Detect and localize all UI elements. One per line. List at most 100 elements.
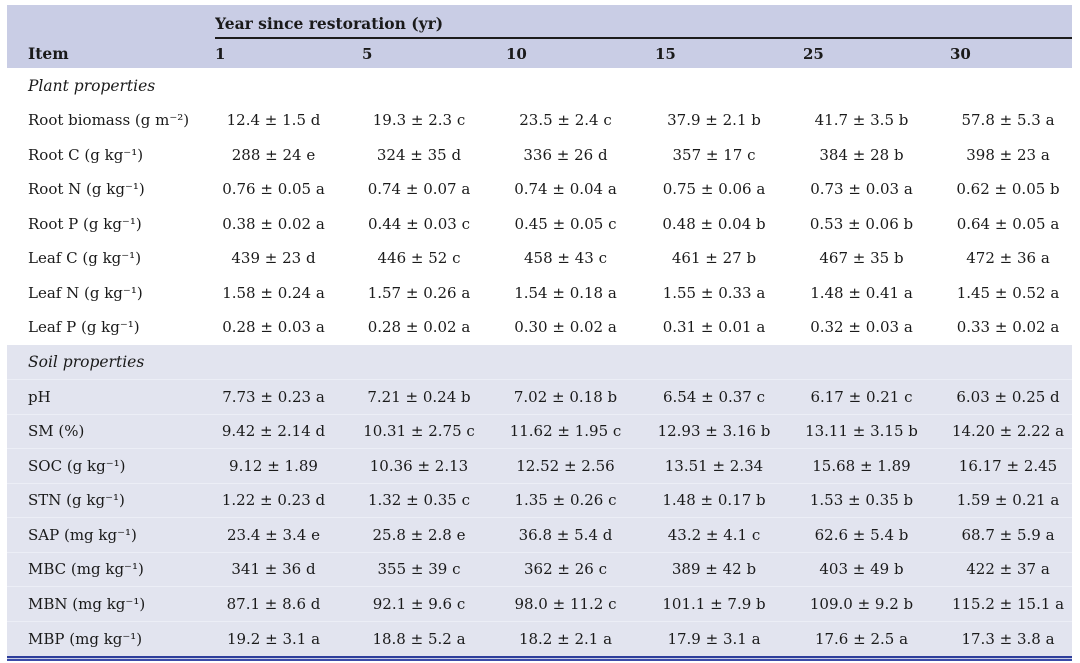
value-cell: 98.0 ± 11.2 c <box>506 586 655 621</box>
bottom-rule-line <box>7 658 1072 661</box>
value-cell: 0.75 ± 0.06 a <box>662 180 766 199</box>
year-column-header: 30 <box>950 38 1073 68</box>
value-cell: 341 ± 36 d <box>215 551 362 587</box>
value-cell: 23.5 ± 2.4 c <box>519 111 612 130</box>
value-cell: 1.48 ± 0.17 b <box>655 482 803 518</box>
value-cell: 14.20 ± 2.22 a <box>950 413 1073 449</box>
table-row: Root biomass (g m⁻²) 12.4 ± 1.5 d 19.3 ±… <box>7 103 1072 138</box>
value-cell: 422 ± 37 a <box>950 551 1073 587</box>
year-column-header: 25 <box>803 38 950 68</box>
value-cell: 10.31 ± 2.75 c <box>362 413 506 449</box>
row-label: Root biomass (g m⁻²) <box>28 111 190 130</box>
table-row: MBP (mg kg⁻¹) 19.2 ± 3.1 a 18.8 ± 5.2 a … <box>7 620 1073 656</box>
value-cell: 13.51 ± 2.34 <box>655 448 803 483</box>
bottom-double-rule <box>7 655 1072 661</box>
value-cell: 6.17 ± 0.21 c <box>803 379 950 414</box>
value-cell: 0.32 ± 0.03 a <box>810 318 913 337</box>
value-cell: 7.21 ± 0.24 b <box>362 379 506 414</box>
value-cell: 384 ± 28 b <box>819 145 904 164</box>
table-row: pH 7.73 ± 0.23 a 7.21 ± 0.24 b 7.02 ± 0.… <box>7 379 1073 414</box>
value-cell: 17.3 ± 3.8 a <box>950 620 1073 656</box>
section-title-row: Soil properties <box>7 344 1073 380</box>
value-cell: 0.74 ± 0.04 a <box>514 180 617 199</box>
value-cell: 17.9 ± 3.1 a <box>655 620 803 656</box>
bottom-rule-gap <box>7 657 1072 659</box>
year-column-header: 5 <box>362 38 506 68</box>
table-row: MBN (mg kg⁻¹) 87.1 ± 8.6 d 92.1 ± 9.6 c … <box>7 586 1073 621</box>
value-cell: 461 ± 27 b <box>671 249 757 268</box>
value-cell: 13.11 ± 3.15 b <box>803 413 950 449</box>
value-cell: 439 ± 23 d <box>231 249 316 268</box>
value-cell: 0.31 ± 0.01 a <box>662 318 766 337</box>
value-cell: 0.76 ± 0.05 a <box>222 180 325 199</box>
bottom-rule-line <box>7 655 1072 658</box>
value-cell: 12.93 ± 3.16 b <box>655 413 803 449</box>
value-cell: 355 ± 39 c <box>362 551 506 587</box>
year-column-header: 10 <box>506 38 655 68</box>
section-title-row: Plant properties <box>7 68 1072 103</box>
value-cell: 0.74 ± 0.07 a <box>367 180 471 199</box>
value-cell: 109.0 ± 9.2 b <box>803 586 950 621</box>
value-cell: 0.28 ± 0.02 a <box>367 318 471 337</box>
row-label: Leaf C (g kg⁻¹) <box>28 249 142 268</box>
value-cell: 25.8 ± 2.8 e <box>362 517 506 552</box>
value-cell: 19.3 ± 2.3 c <box>372 111 466 130</box>
row-label: pH <box>7 379 215 414</box>
value-cell: 1.45 ± 0.52 a <box>956 283 1060 302</box>
row-label: Leaf N (g kg⁻¹) <box>28 283 143 302</box>
value-cell: 398 ± 23 a <box>966 145 1050 164</box>
row-label: Root P (g kg⁻¹) <box>28 214 142 233</box>
value-cell: 389 ± 42 b <box>655 551 803 587</box>
value-cell: 288 ± 24 e <box>231 145 316 164</box>
value-cell: 1.54 ± 0.18 a <box>514 283 617 302</box>
value-cell: 0.28 ± 0.03 a <box>222 318 325 337</box>
value-cell: 1.58 ± 0.24 a <box>222 283 325 302</box>
value-cell: 23.4 ± 3.4 e <box>215 517 362 552</box>
table-row: Leaf C (g kg⁻¹) 439 ± 23 d 446 ± 52 c 45… <box>7 241 1072 276</box>
table-row: SM (%) 9.42 ± 2.14 d 10.31 ± 2.75 c 11.6… <box>7 413 1073 449</box>
year-column-header: 1 <box>215 38 362 68</box>
value-cell: 17.6 ± 2.5 a <box>803 620 950 656</box>
row-label: Leaf P (g kg⁻¹) <box>28 318 140 337</box>
value-cell: 6.54 ± 0.37 c <box>655 379 803 414</box>
value-cell: 324 ± 35 d <box>376 145 462 164</box>
header-empty-cell <box>7 5 215 38</box>
value-cell: 0.64 ± 0.05 a <box>956 214 1060 233</box>
value-cell: 92.1 ± 9.6 c <box>362 586 506 621</box>
value-cell: 1.55 ± 0.33 a <box>662 283 766 302</box>
value-cell: 336 ± 26 d <box>523 145 608 164</box>
value-cell: 101.1 ± 7.9 b <box>655 586 803 621</box>
value-cell: 0.45 ± 0.05 c <box>514 214 617 233</box>
row-label: SAP (mg kg⁻¹) <box>7 517 215 552</box>
value-cell: 0.38 ± 0.02 a <box>222 214 325 233</box>
value-cell: 18.2 ± 2.1 a <box>506 620 655 656</box>
value-cell: 15.68 ± 1.89 <box>803 448 950 483</box>
header-group-row: Year since restoration (yr) <box>7 5 1073 39</box>
value-cell: 0.62 ± 0.05 b <box>956 180 1060 199</box>
row-label: MBP (mg kg⁻¹) <box>7 620 215 656</box>
value-cell: 1.32 ± 0.35 c <box>362 482 506 518</box>
row-label: Root N (g kg⁻¹) <box>28 180 145 199</box>
value-cell: 362 ± 26 c <box>506 551 655 587</box>
year-column-header: 15 <box>655 38 803 68</box>
value-cell: 1.22 ± 0.23 d <box>215 482 362 518</box>
value-cell: 6.03 ± 0.25 d <box>950 379 1073 414</box>
row-label: SOC (g kg⁻¹) <box>7 448 215 483</box>
year-group-header: Year since restoration (yr) <box>215 5 1073 39</box>
row-label: SM (%) <box>7 413 215 449</box>
table-row: MBC (mg kg⁻¹) 341 ± 36 d 355 ± 39 c 362 … <box>7 551 1073 587</box>
row-label: MBC (mg kg⁻¹) <box>7 551 215 587</box>
value-cell: 16.17 ± 2.45 <box>950 448 1073 483</box>
value-cell: 68.7 ± 5.9 a <box>950 517 1073 552</box>
table-row: SOC (g kg⁻¹) 9.12 ± 1.89 10.36 ± 2.13 12… <box>7 448 1073 483</box>
properties-table: Year since restoration (yr) Item 1 5 10 … <box>7 5 1073 656</box>
value-cell: 9.42 ± 2.14 d <box>215 413 362 449</box>
value-cell: 403 ± 49 b <box>803 551 950 587</box>
header-columns-row: Item 1 5 10 15 25 30 <box>7 38 1073 68</box>
value-cell: 1.35 ± 0.26 c <box>506 482 655 518</box>
value-cell: 7.73 ± 0.23 a <box>215 379 362 414</box>
value-cell: 0.30 ± 0.02 a <box>514 318 617 337</box>
value-cell: 0.53 ± 0.06 b <box>809 214 914 233</box>
row-label: MBN (mg kg⁻¹) <box>7 586 215 621</box>
